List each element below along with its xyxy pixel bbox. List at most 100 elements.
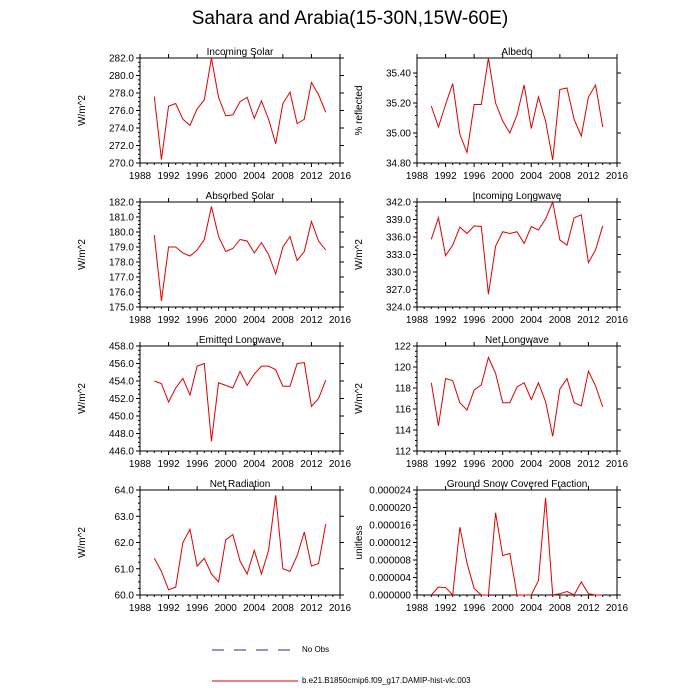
x-tick-label: 2008 <box>272 171 295 182</box>
x-tick-label: 1996 <box>463 171 486 182</box>
x-tick-label: 1988 <box>406 171 429 182</box>
x-tick-label: 2016 <box>606 459 629 470</box>
panel-title: Net Longwave <box>485 335 549 346</box>
y-tick-label: 34.80 <box>386 159 411 170</box>
x-tick-label: 2016 <box>606 315 629 326</box>
x-tick-label: 2008 <box>272 603 295 614</box>
x-tick-label: 1992 <box>157 459 180 470</box>
panel-title: Incoming Longwave <box>473 191 562 202</box>
panel-1: 1988 1992 1996 2000 2004 2008 2012 2016 270.0 272… <box>77 47 352 182</box>
x-tick-label: 2012 <box>577 603 600 614</box>
y-tick-label: 176.0 <box>109 288 134 299</box>
y-tick-label: 448.0 <box>109 429 134 440</box>
x-tick-label: 1988 <box>129 459 152 470</box>
y-tick-label: 182.0 <box>109 198 134 209</box>
y-tick-label: 458.0 <box>109 342 134 353</box>
x-tick-label: 2000 <box>492 315 515 326</box>
x-tick-label: 2000 <box>215 459 238 470</box>
y-tick-label: 0.000020 <box>369 503 411 514</box>
x-tick-label: 2000 <box>215 603 238 614</box>
y-tick-label: 327.0 <box>386 285 411 296</box>
y-tick-label: 179.0 <box>109 243 134 254</box>
legend-label-no-obs: No Obs <box>302 645 330 654</box>
y-tick-label: 177.0 <box>109 273 134 284</box>
y-tick-label: 116 <box>395 405 411 416</box>
legend-label-model: b.e21.B1850cmip6.f09_g17.DAMIP-hist-vlc.… <box>302 676 471 685</box>
y-tick-label: 61.0 <box>115 564 135 575</box>
x-tick-label: 2016 <box>329 603 352 614</box>
y-tick-label: 454.0 <box>109 377 134 388</box>
y-tick-label: 330.0 <box>386 268 411 279</box>
x-tick-label: 1996 <box>186 459 209 470</box>
y-tick-label: 114 <box>395 426 411 437</box>
x-tick-label: 2012 <box>300 459 323 470</box>
y-tick-label: 282.0 <box>109 54 134 65</box>
x-tick-label: 2012 <box>300 171 323 182</box>
panel-3: 1988 1992 1996 2000 2004 2008 2012 2016 175.0 176… <box>77 191 352 326</box>
x-tick-label: 1996 <box>463 603 486 614</box>
y-tick-label: 272.0 <box>109 141 134 152</box>
panel-8: 1988 1992 1996 2000 2004 2008 2012 2016 0.000000… <box>354 479 629 614</box>
x-tick-label: 2008 <box>549 603 572 614</box>
plot-frame <box>416 489 618 596</box>
x-tick-label: 2004 <box>243 459 266 470</box>
y-axis-label: W/m^2 <box>77 95 88 126</box>
y-tick-label: 62.0 <box>115 538 135 549</box>
x-tick-label: 1992 <box>434 603 457 614</box>
y-axis-label: W/m^2 <box>77 239 88 270</box>
x-tick-label: 2004 <box>520 459 543 470</box>
x-tick-label: 1988 <box>129 603 152 614</box>
x-tick-label: 2008 <box>549 459 572 470</box>
y-tick-label: 175.0 <box>109 303 134 314</box>
y-tick-label: 0.000004 <box>369 573 411 584</box>
panel-title: Albedo <box>501 47 533 58</box>
y-tick-label: 324.0 <box>386 303 411 314</box>
y-tick-label: 280.0 <box>109 71 134 82</box>
y-axis-label: % reflected <box>354 85 365 135</box>
x-tick-label: 2016 <box>329 459 352 470</box>
panel-title: Net Radiation <box>210 479 271 490</box>
y-tick-label: 452.0 <box>109 394 134 405</box>
y-tick-label: 60.0 <box>115 591 135 602</box>
y-tick-label: 181.0 <box>109 213 134 224</box>
legend-line-model <box>212 680 298 682</box>
y-tick-label: 276.0 <box>109 106 134 117</box>
x-tick-label: 1996 <box>463 459 486 470</box>
x-tick-label: 2012 <box>577 459 600 470</box>
y-tick-label: 0.000016 <box>369 521 411 532</box>
x-tick-label: 2004 <box>243 603 266 614</box>
y-tick-label: 0.000012 <box>369 538 411 549</box>
y-tick-label: 35.20 <box>386 99 411 110</box>
x-tick-label: 1992 <box>434 315 457 326</box>
x-tick-label: 2004 <box>520 171 543 182</box>
x-tick-label: 2008 <box>272 315 295 326</box>
x-tick-label: 1992 <box>434 171 457 182</box>
x-tick-label: 1996 <box>186 315 209 326</box>
x-tick-label: 2004 <box>520 603 543 614</box>
y-tick-label: 342.0 <box>386 198 411 209</box>
x-tick-label: 2000 <box>215 315 238 326</box>
panel-title: Emitted Longwave <box>199 335 282 346</box>
x-tick-label: 2012 <box>300 315 323 326</box>
y-tick-label: 120 <box>394 363 411 374</box>
x-tick-label: 2008 <box>549 171 572 182</box>
y-tick-label: 63.0 <box>115 512 135 523</box>
plot-frame <box>416 57 618 164</box>
x-tick-label: 2016 <box>329 171 352 182</box>
x-tick-label: 1988 <box>406 603 429 614</box>
panel-title: Absorbed Solar <box>206 191 276 202</box>
y-tick-label: 270.0 <box>109 159 134 170</box>
figure-title: Sahara and Arabia(15-30N,15W-60E) <box>191 8 509 29</box>
series-line <box>154 362 327 442</box>
y-tick-label: 446.0 <box>109 447 134 458</box>
x-tick-label: 2004 <box>243 315 266 326</box>
legend-line-no-obs <box>212 649 298 651</box>
y-tick-label: 35.40 <box>386 69 411 80</box>
y-tick-label: 333.0 <box>386 250 411 261</box>
y-axis-label: W/m^2 <box>77 527 88 558</box>
y-tick-label: 112 <box>395 447 411 458</box>
series-line <box>430 57 604 161</box>
y-tick-label: 339.0 <box>386 215 411 226</box>
